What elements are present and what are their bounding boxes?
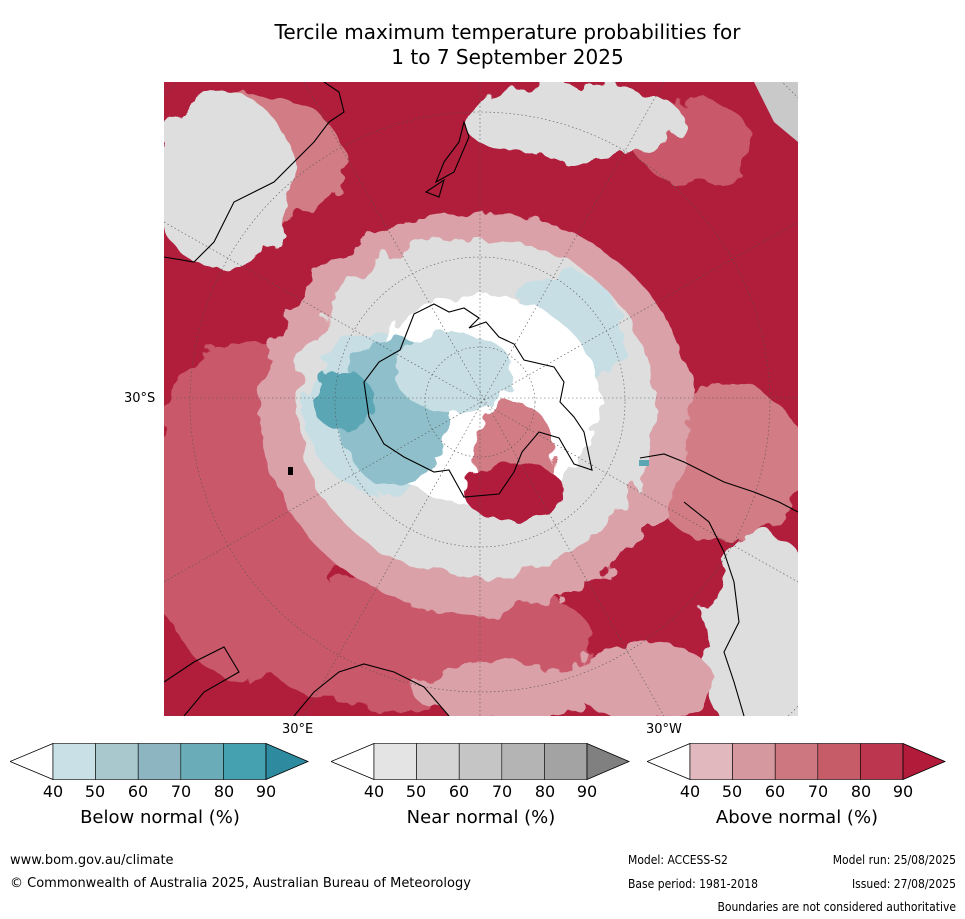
colorbar-segment (52, 743, 96, 780)
near-normal-patch (704, 532, 798, 716)
near-normal-corner (754, 82, 798, 142)
colorbar-near-normal (331, 743, 631, 780)
tick-label: 70 (491, 782, 513, 801)
tick-label: 60 (127, 782, 149, 801)
below-normal-patch (394, 332, 514, 412)
colorbar-near-label: Near normal (%) (406, 807, 556, 828)
tick-label: 80 (213, 782, 235, 801)
disclaimer-text: Boundaries are not considered authoritat… (717, 900, 956, 914)
tick-label: 80 (534, 782, 556, 801)
colorbar-near-ticks: 40 50 60 70 80 90 (331, 782, 631, 802)
colorbar-below-ticks: 40 50 60 70 80 90 (10, 782, 310, 802)
colorbar-segment (860, 743, 904, 780)
lat-label-30s: 30°S (124, 391, 156, 406)
issued-text: Issued: 27/08/2025 (851, 877, 956, 891)
lon-label-30w: 30°W (646, 722, 682, 737)
colorbar-above-ticks: 40 50 60 70 80 90 (647, 782, 947, 802)
probability-map[interactable] (164, 82, 798, 716)
colorbar-below-label: Below normal (%) (80, 807, 240, 828)
model-text: Model: ACCESS-S2 (628, 853, 728, 867)
colorbar-below-svg (10, 743, 310, 780)
colorbar-segment (544, 743, 588, 780)
colorbar-near-svg (331, 743, 631, 780)
base-period-text: Base period: 1981-2018 (628, 877, 759, 891)
tick-label: 50 (405, 782, 427, 801)
colorbar-segment (458, 743, 503, 780)
coastlines (164, 82, 798, 716)
tick-label: 60 (448, 782, 470, 801)
lon-label-30e: 30°E (282, 722, 314, 737)
colorbar-extend-high (902, 743, 947, 780)
above-normal-patch (414, 662, 594, 716)
below-normal-strong (314, 372, 374, 432)
tick-label: 70 (170, 782, 192, 801)
island-highlight (639, 460, 649, 466)
colorbar-below-normal (10, 743, 310, 780)
map-title: Tercile maximum temperature probabilitie… (0, 20, 965, 70)
tick-label: 40 (42, 782, 64, 801)
colorbar-extend-low (647, 743, 691, 780)
colorbar-extend-high (265, 743, 310, 780)
colorbar-segment (180, 743, 224, 780)
colorbar-above-normal (647, 743, 947, 780)
colorbar-segment (95, 743, 139, 780)
above-normal-patch (574, 642, 714, 716)
tick-label: 80 (850, 782, 872, 801)
tick-label: 50 (721, 782, 743, 801)
near-normal-patch (464, 82, 684, 162)
colorbar-segment (223, 743, 267, 780)
tick-label: 40 (363, 782, 385, 801)
graticule (164, 82, 798, 716)
title-line-2: 1 to 7 September 2025 (391, 45, 624, 69)
colorbar-extend-low (10, 743, 54, 780)
tick-label: 90 (255, 782, 277, 801)
model-run-text: Model run: 25/08/2025 (832, 853, 956, 867)
colorbar-segment (137, 743, 182, 780)
colorbar-above-label: Above normal (%) (715, 807, 879, 828)
colorbar-above-svg (647, 743, 947, 780)
website-link[interactable]: www.bom.gov.au/climate (10, 853, 174, 868)
tick-label: 50 (84, 782, 106, 801)
copyright-text: © Commonwealth of Australia 2025, Austra… (10, 876, 471, 891)
colorbar-segment (416, 743, 460, 780)
colorbar-segment (774, 743, 819, 780)
tick-label: 40 (679, 782, 701, 801)
colorbar-segment (501, 743, 545, 780)
near-normal-patch (164, 92, 294, 272)
island (288, 467, 293, 475)
map-svg (164, 82, 798, 716)
tick-label: 60 (764, 782, 786, 801)
tick-label: 90 (576, 782, 598, 801)
colorbar-segment (689, 743, 733, 780)
colorbar-extend-high (586, 743, 631, 780)
colorbar-segment (817, 743, 861, 780)
tick-label: 70 (807, 782, 829, 801)
title-line-1: Tercile maximum temperature probabilitie… (274, 20, 741, 44)
colorbar-segment (373, 743, 417, 780)
tick-label: 90 (892, 782, 914, 801)
above-normal-patch (464, 462, 564, 522)
colorbar-segment (732, 743, 776, 780)
colorbar-extend-low (331, 743, 375, 780)
